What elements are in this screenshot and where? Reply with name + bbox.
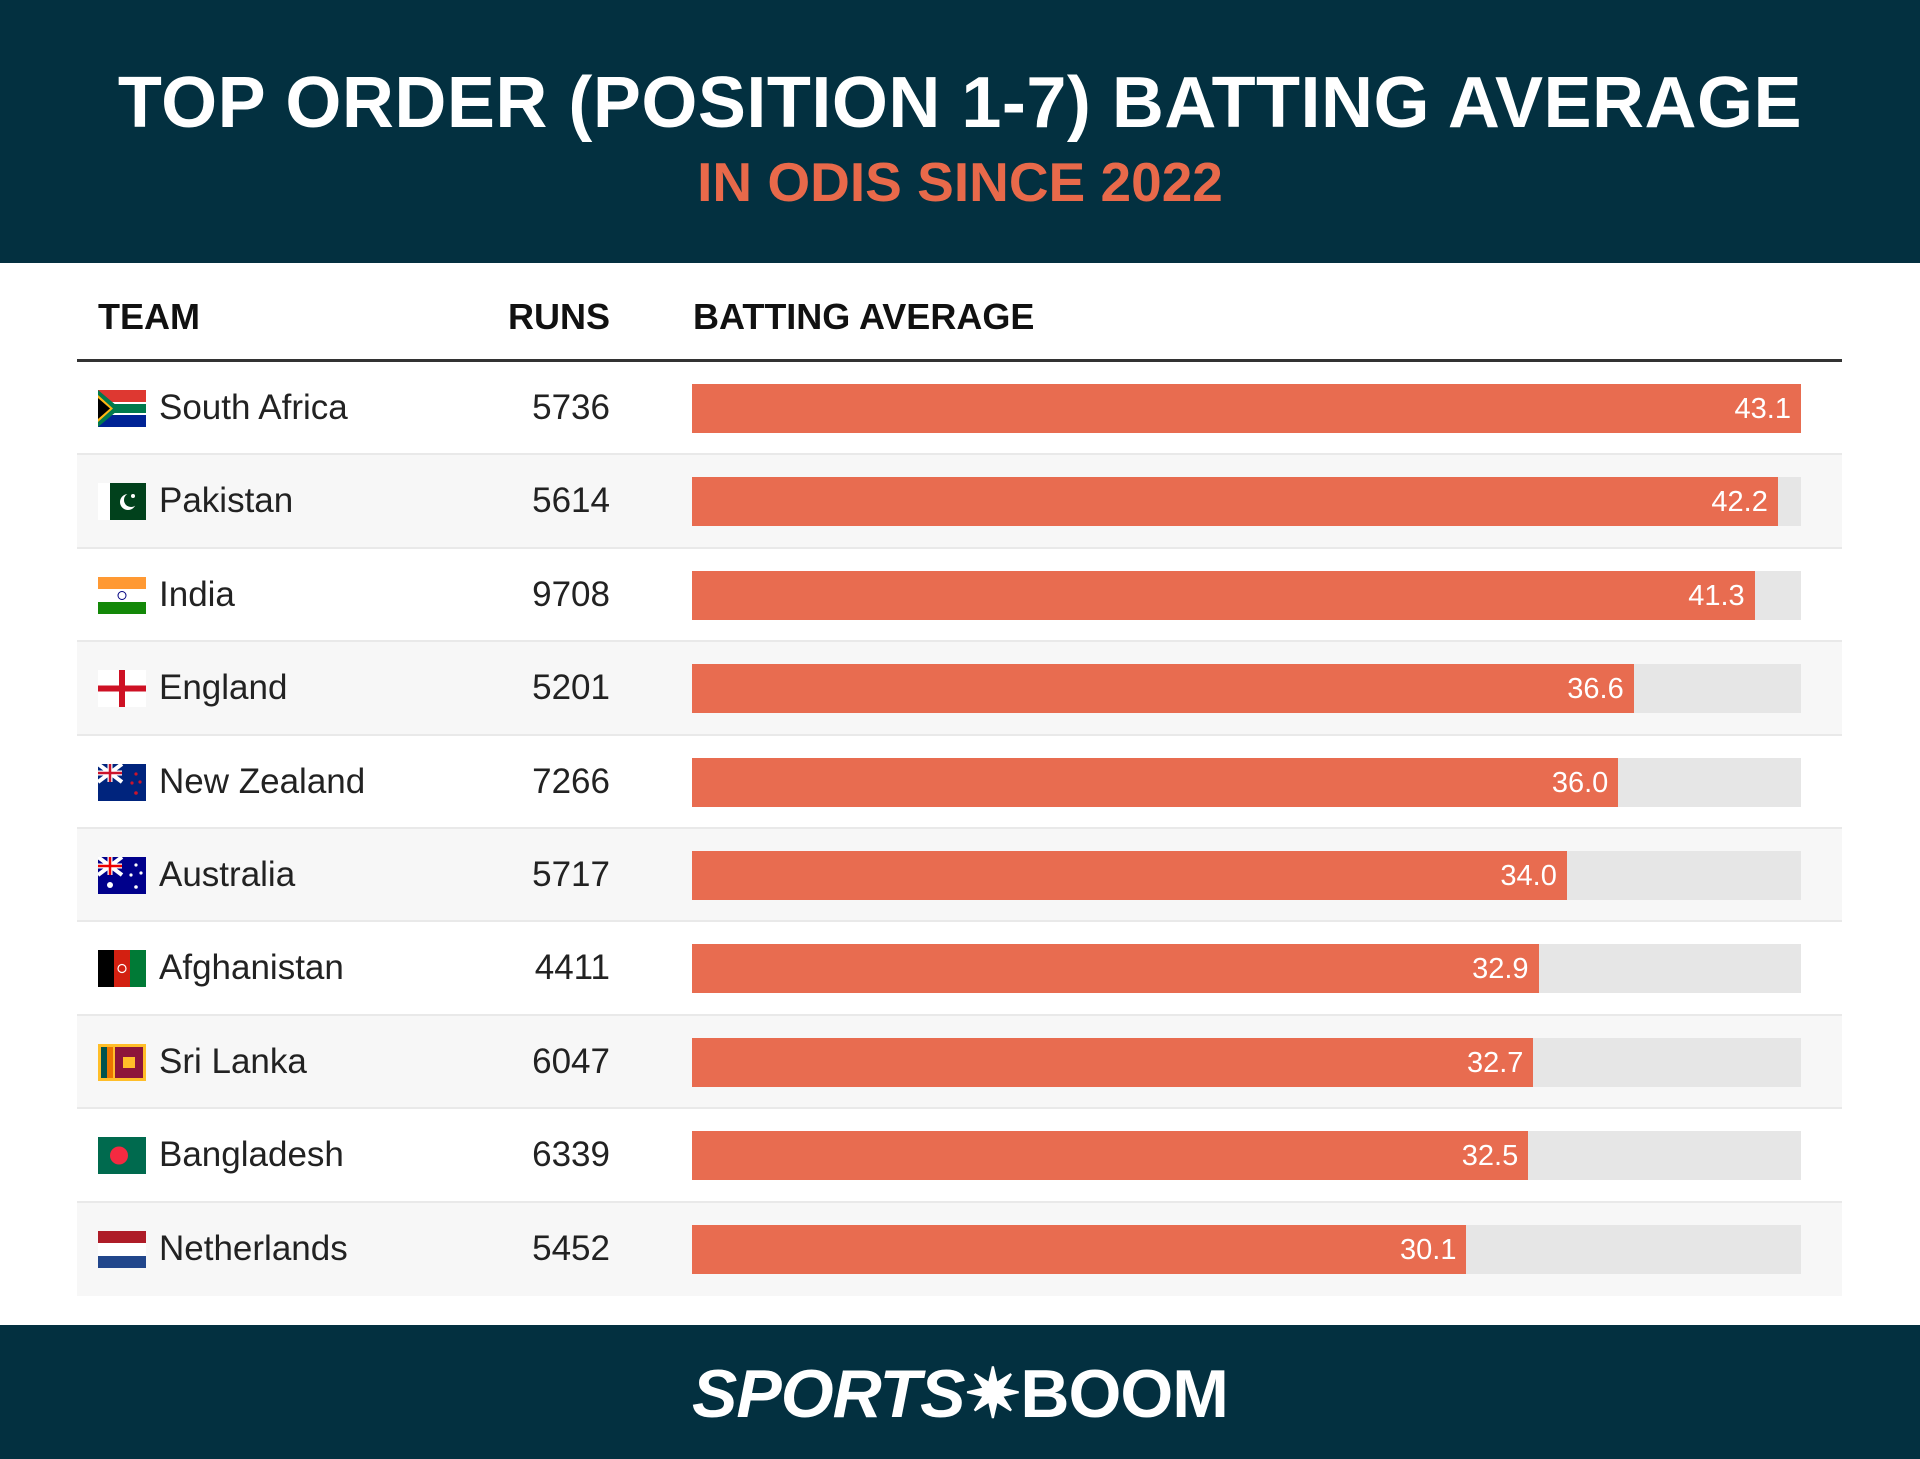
bar-track: 32.9	[692, 944, 1801, 994]
bar: 43.1	[692, 384, 1801, 433]
bar-value-label: 36.0	[1551, 766, 1609, 799]
table-row: Afghanistan 4411 32.9	[77, 922, 1842, 1016]
bar-track: 41.3	[692, 570, 1801, 620]
team-name: Sri Lanka	[159, 1041, 307, 1081]
england-flag-icon	[98, 670, 146, 708]
table-row: South Africa 5736 43.1	[77, 362, 1842, 456]
col-header-average: BATTING AVERAGE	[693, 296, 1035, 337]
bar-track: 32.7	[692, 1037, 1801, 1087]
bar-track: 30.1	[692, 1224, 1801, 1274]
team-name: South Africa	[159, 388, 348, 427]
bar-track: 43.1	[692, 384, 1801, 433]
team-name: England	[159, 668, 288, 708]
table-row: England 5201 36.6	[77, 642, 1842, 736]
header: TOP ORDER (POSITION 1-7) BATTING AVERAGE…	[0, 0, 1920, 263]
south-africa-flag-icon	[98, 390, 146, 427]
chart-subtitle: IN ODIS SINCE 2022	[697, 151, 1223, 213]
table-row: Australia 5717 34.0	[77, 829, 1842, 923]
bar: 32.7	[692, 1037, 1534, 1087]
bar: 32.5	[692, 1131, 1529, 1181]
bar: 30.1	[692, 1224, 1467, 1274]
sportsboom-logo: SPORTS✷BOOM	[692, 1356, 1229, 1432]
table-row: India 9708 41.3	[77, 549, 1842, 643]
runs-value: 5452	[532, 1228, 610, 1268]
bar-value-label: 36.6	[1567, 673, 1624, 706]
bar: 34.0	[692, 851, 1567, 900]
chart-title: TOP ORDER (POSITION 1-7) BATTING AVERAGE	[117, 63, 1803, 143]
bar-track: 36.6	[692, 664, 1801, 714]
bar: 42.2	[692, 477, 1778, 527]
team-name: Australia	[159, 855, 296, 894]
bar-track: 34.0	[692, 851, 1801, 900]
bar-track: 42.2	[692, 477, 1801, 527]
netherlands-flag-icon	[98, 1230, 146, 1268]
table-row: Netherlands 5452 30.1	[77, 1202, 1842, 1296]
india-flag-icon	[98, 576, 146, 614]
afghanistan-flag-icon	[98, 950, 146, 988]
footer: SPORTS✷BOOM	[0, 1325, 1920, 1459]
col-header-team: TEAM	[98, 296, 200, 337]
sri-lanka-flag-icon	[98, 1043, 146, 1081]
runs-value: 4411	[534, 948, 610, 988]
runs-value: 9708	[532, 574, 610, 614]
bar-value-label: 30.1	[1400, 1233, 1457, 1266]
bar-track: 32.5	[692, 1131, 1801, 1181]
bar-value-label: 43.1	[1734, 393, 1791, 425]
bar-value-label: 42.2	[1711, 486, 1768, 519]
table-row: Bangladesh 6339 32.5	[77, 1109, 1842, 1203]
table-row: New Zealand 7266 36.0	[77, 736, 1842, 829]
team-name: Afghanistan	[159, 948, 344, 988]
bar: 36.0	[692, 757, 1619, 807]
runs-value: 5614	[532, 481, 610, 521]
bar-value-label: 32.9	[1472, 953, 1529, 986]
team-name: New Zealand	[159, 761, 366, 801]
bar-value-label: 41.3	[1688, 579, 1745, 612]
table-row: Sri Lanka 6047 32.7	[77, 1015, 1842, 1110]
team-name: Pakistan	[159, 481, 294, 521]
bar: 41.3	[692, 570, 1755, 620]
runs-value: 5201	[532, 668, 610, 708]
team-name: Netherlands	[159, 1228, 348, 1268]
bar-value-label: 32.5	[1461, 1140, 1519, 1173]
runs-value: 6047	[532, 1041, 610, 1081]
bar: 32.9	[692, 944, 1539, 994]
bar-value-label: 32.7	[1466, 1046, 1524, 1079]
pakistan-flag-icon	[98, 483, 146, 521]
bangladesh-flag-icon	[98, 1137, 146, 1175]
bar-track: 36.0	[692, 757, 1801, 807]
runs-value: 5717	[532, 855, 610, 894]
header-divider	[77, 359, 1842, 362]
team-name: Bangladesh	[159, 1135, 344, 1175]
bar: 36.6	[692, 664, 1634, 714]
runs-value: 5736	[532, 388, 610, 427]
australia-flag-icon	[98, 857, 146, 894]
col-header-runs: RUNS	[507, 296, 610, 337]
new-zealand-flag-icon	[98, 763, 146, 801]
runs-value: 7266	[532, 761, 610, 801]
runs-value: 6339	[532, 1135, 610, 1175]
table-row: Pakistan 5614 42.2	[77, 455, 1842, 549]
bar-value-label: 34.0	[1500, 860, 1557, 892]
team-name: India	[159, 574, 235, 614]
